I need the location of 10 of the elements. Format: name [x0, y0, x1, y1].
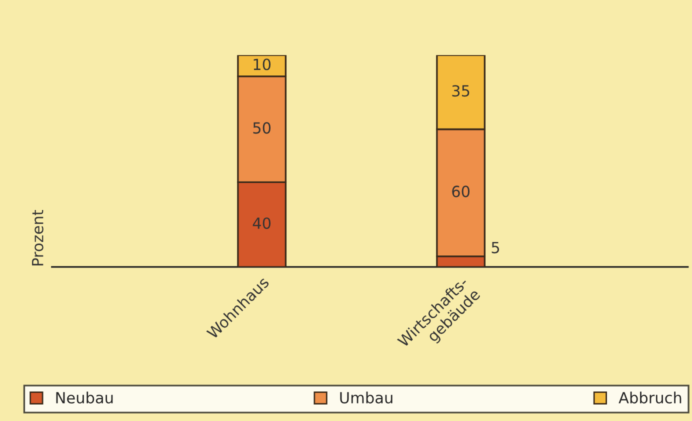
- data-label: 60: [452, 186, 470, 198]
- data-label: 5: [492, 242, 500, 254]
- legend-label: Abbruch: [618, 392, 682, 404]
- data-label: 10: [254, 58, 271, 70]
- legend-label: Neubau: [56, 392, 113, 404]
- legend-label: Umbau: [340, 392, 392, 404]
- y-axis-title: Prozent: [32, 210, 44, 266]
- data-label: 40: [252, 217, 271, 229]
- data-label: 35: [452, 85, 470, 97]
- data-label: 50: [253, 122, 271, 134]
